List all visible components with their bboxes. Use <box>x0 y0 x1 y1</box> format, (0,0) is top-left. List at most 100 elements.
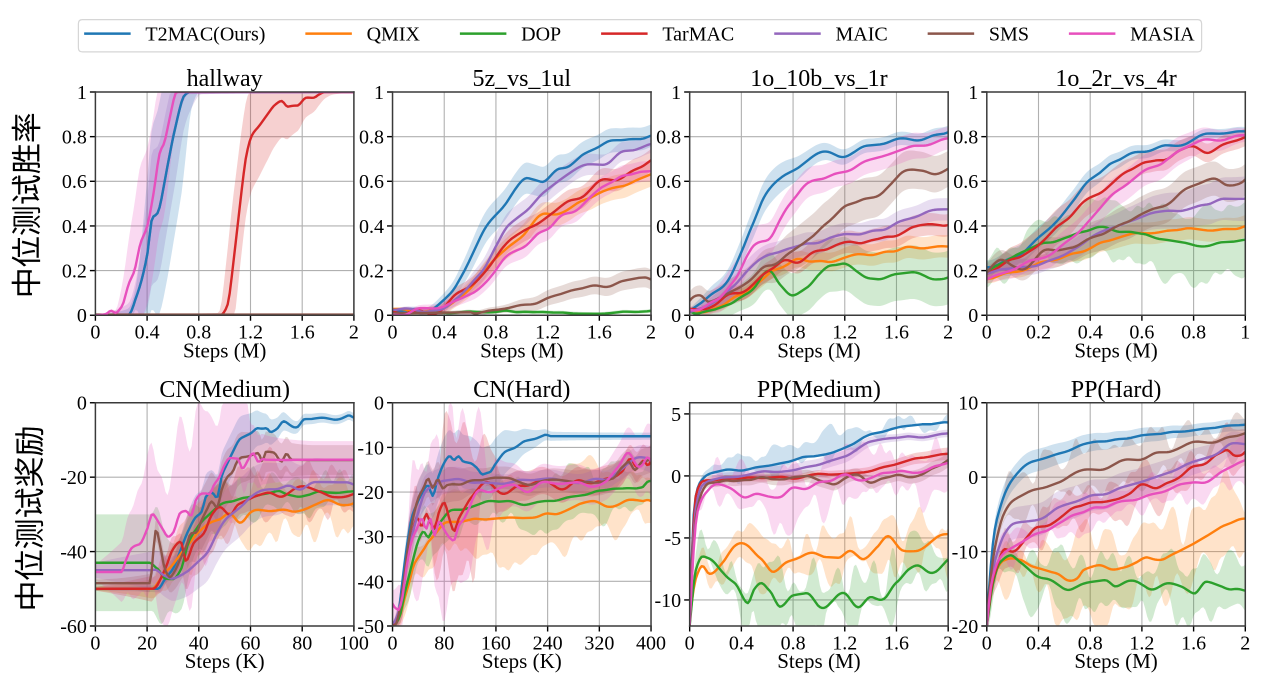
svg-text:MAIC: MAIC <box>835 24 887 46</box>
svg-text:-40: -40 <box>60 542 87 564</box>
svg-text:1.2: 1.2 <box>832 322 857 344</box>
svg-text:1.6: 1.6 <box>1181 632 1206 654</box>
svg-text:0.6: 0.6 <box>1129 322 1154 344</box>
svg-text:1.6: 1.6 <box>290 322 315 344</box>
svg-text:2: 2 <box>943 632 953 654</box>
svg-text:5: 5 <box>671 404 681 426</box>
svg-text:5z_vs_1ul: 5z_vs_1ul <box>472 66 571 92</box>
svg-text:1.2: 1.2 <box>1129 632 1154 654</box>
svg-text:40: 40 <box>189 632 209 654</box>
svg-text:2: 2 <box>1240 632 1250 654</box>
svg-text:0.8: 0.8 <box>953 127 978 149</box>
svg-text:0.2: 0.2 <box>656 261 681 283</box>
svg-text:160: 160 <box>481 632 511 654</box>
svg-text:0.8: 0.8 <box>1078 632 1103 654</box>
svg-text:0: 0 <box>374 305 384 327</box>
svg-text:Steps (M): Steps (M) <box>1074 338 1157 362</box>
svg-text:0.4: 0.4 <box>135 322 160 344</box>
svg-text:60: 60 <box>241 632 261 654</box>
svg-text:0.2: 0.2 <box>359 261 384 283</box>
svg-text:-10: -10 <box>654 590 681 612</box>
svg-text:Steps (M): Steps (M) <box>777 649 860 673</box>
svg-text:PP(Medium): PP(Medium) <box>757 377 881 403</box>
svg-text:1o_2r_vs_4r: 1o_2r_vs_4r <box>1055 66 1176 92</box>
svg-text:PP(Hard): PP(Hard) <box>1071 377 1162 403</box>
svg-text:0: 0 <box>685 632 695 654</box>
svg-text:-5: -5 <box>664 528 681 550</box>
svg-text:1: 1 <box>968 82 978 104</box>
svg-text:-20: -20 <box>357 482 384 504</box>
svg-text:1.6: 1.6 <box>587 322 612 344</box>
svg-text:0: 0 <box>90 632 100 654</box>
svg-text:0: 0 <box>968 467 978 489</box>
svg-text:1.2: 1.2 <box>238 322 263 344</box>
svg-text:0.6: 0.6 <box>656 171 681 193</box>
svg-text:0: 0 <box>982 632 992 654</box>
svg-text:SMS: SMS <box>989 24 1029 46</box>
svg-text:0: 0 <box>671 466 681 488</box>
svg-text:400: 400 <box>636 632 666 654</box>
svg-text:2: 2 <box>349 322 359 344</box>
svg-text:1.2: 1.2 <box>535 322 560 344</box>
svg-text:0: 0 <box>77 305 87 327</box>
svg-text:QMIX: QMIX <box>367 24 421 46</box>
svg-text:0.2: 0.2 <box>62 261 87 283</box>
svg-text:DOP: DOP <box>521 24 561 46</box>
svg-text:0.8: 0.8 <box>359 127 384 149</box>
svg-text:0.8: 0.8 <box>781 322 806 344</box>
svg-text:80: 80 <box>434 632 454 654</box>
svg-text:0.2: 0.2 <box>1026 322 1051 344</box>
svg-text:1: 1 <box>374 82 384 104</box>
svg-text:240: 240 <box>533 632 563 654</box>
svg-text:1.2: 1.2 <box>832 632 857 654</box>
svg-text:0.8: 0.8 <box>1181 322 1206 344</box>
svg-text:0.6: 0.6 <box>953 171 978 193</box>
svg-text:1.6: 1.6 <box>884 322 909 344</box>
svg-text:Steps (M): Steps (M) <box>480 338 563 362</box>
svg-text:TarMAC: TarMAC <box>662 24 734 46</box>
svg-text:10: 10 <box>958 393 978 415</box>
svg-text:1.6: 1.6 <box>884 632 909 654</box>
svg-text:0: 0 <box>388 322 398 344</box>
svg-text:100: 100 <box>339 632 369 654</box>
svg-text:0: 0 <box>374 393 384 415</box>
svg-text:320: 320 <box>584 632 614 654</box>
svg-text:-50: -50 <box>357 616 384 638</box>
svg-text:0: 0 <box>90 322 100 344</box>
svg-text:0.2: 0.2 <box>953 261 978 283</box>
svg-text:0.4: 0.4 <box>1026 632 1051 654</box>
svg-text:-40: -40 <box>357 571 384 593</box>
svg-text:0.4: 0.4 <box>432 322 457 344</box>
svg-text:0: 0 <box>77 393 87 415</box>
svg-text:-20: -20 <box>952 616 979 638</box>
svg-text:Steps (M): Steps (M) <box>777 338 860 362</box>
svg-text:0: 0 <box>982 322 992 344</box>
svg-text:T2MAC(Ours): T2MAC(Ours) <box>145 24 265 46</box>
svg-text:0.8: 0.8 <box>483 322 508 344</box>
svg-text:1: 1 <box>671 82 681 104</box>
svg-text:2: 2 <box>943 322 953 344</box>
svg-text:0.8: 0.8 <box>781 632 806 654</box>
svg-text:-30: -30 <box>357 527 384 549</box>
svg-text:2: 2 <box>646 322 656 344</box>
svg-text:0.4: 0.4 <box>729 632 754 654</box>
svg-text:-10: -10 <box>357 437 384 459</box>
svg-text:20: 20 <box>137 632 157 654</box>
svg-text:Steps (K): Steps (K) <box>482 649 562 673</box>
svg-text:0.4: 0.4 <box>953 216 978 238</box>
svg-text:0.4: 0.4 <box>62 216 87 238</box>
svg-text:0.6: 0.6 <box>359 171 384 193</box>
svg-text:-60: -60 <box>60 616 87 638</box>
svg-text:-10: -10 <box>952 542 979 564</box>
svg-text:0.6: 0.6 <box>62 171 87 193</box>
svg-text:0.8: 0.8 <box>62 127 87 149</box>
svg-text:80: 80 <box>292 632 312 654</box>
svg-text:0: 0 <box>968 305 978 327</box>
svg-text:1: 1 <box>77 82 87 104</box>
svg-text:1o_10b_vs_1r: 1o_10b_vs_1r <box>750 66 887 92</box>
svg-text:-20: -20 <box>60 467 87 489</box>
svg-text:0: 0 <box>388 632 398 654</box>
svg-text:Steps (M): Steps (M) <box>1074 649 1157 673</box>
svg-text:0: 0 <box>685 322 695 344</box>
svg-text:0.4: 0.4 <box>1078 322 1103 344</box>
